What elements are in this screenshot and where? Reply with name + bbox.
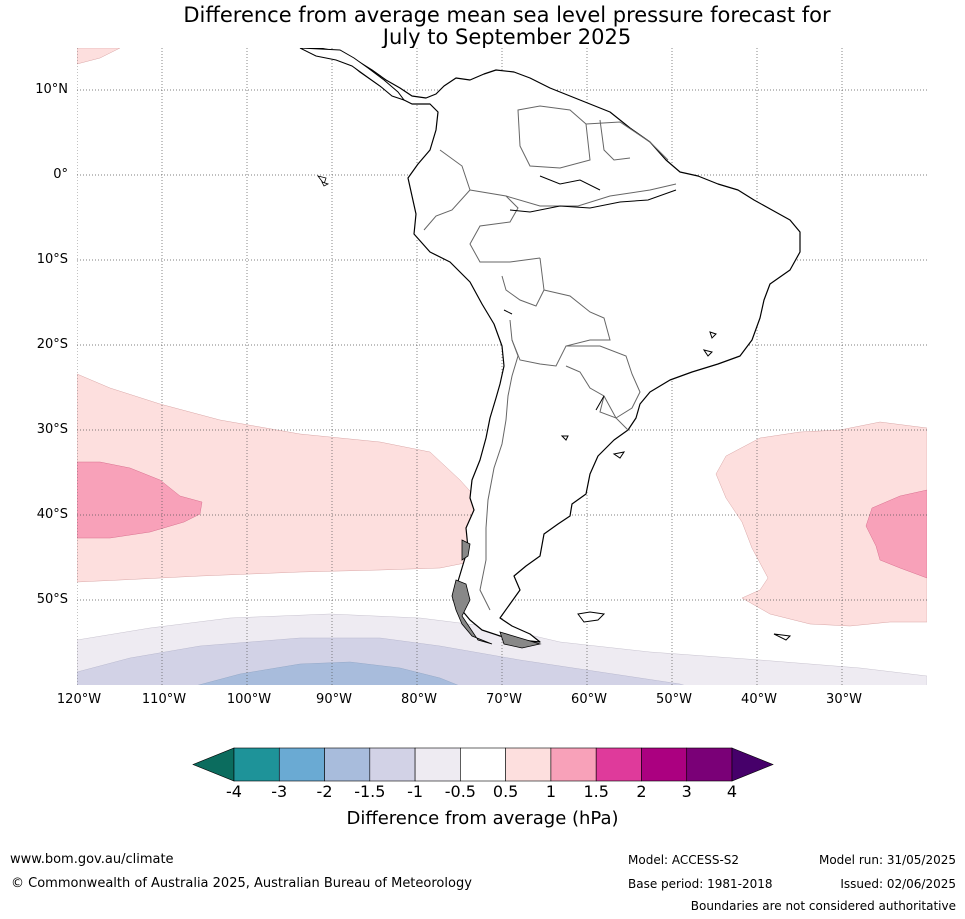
chile-islands [451,539,542,649]
colorbar-bin [278,747,325,782]
lat-label-20s: 20°S [36,337,68,352]
central-america-coastline [299,48,406,101]
south-america-coastline [309,48,801,643]
inland-water [503,175,677,411]
colorbar-tick-label: -3 [271,782,288,801]
lon-label-110w: 110°W [141,692,187,707]
islands [560,331,792,641]
colorbar-bin [369,747,416,782]
lat-label-10n: 10°N [35,82,68,97]
colorbar [192,747,774,782]
map-plot [77,48,927,685]
lon-label-60w: 60°W [571,692,607,707]
colorbar-bin [324,747,371,782]
lon-label-40w: 40°W [741,692,777,707]
colorbar-bin [414,747,461,782]
lat-label-10s: 10°S [36,252,68,267]
colorbar-over-arrow [731,747,774,782]
lon-label-100w: 100°W [226,692,272,707]
colorbar-bin [686,747,733,782]
colorbar-bin [550,747,597,782]
colorbar-tick-label: 1 [545,782,556,801]
lon-label-120w: 120°W [56,692,102,707]
footer-disclaimer: Boundaries are not considered authoritat… [690,899,956,913]
footer-model: Model: ACCESS-S2 [628,853,740,867]
colorbar-bin [233,747,280,782]
anomaly-pos-0.5-nw-corner [77,48,121,65]
colorbar-under-arrow [192,747,235,782]
lat-label-30s: 30°S [36,422,68,437]
colorbar-tick-label: -1 [407,782,424,801]
country-borders [423,105,677,611]
footer-base-period: Base period: 1981-2018 [628,877,773,891]
footer-copyright: © Commonwealth of Australia 2025, Austra… [11,876,472,891]
colorbar-bin [505,747,552,782]
lat-label-50s: 50°S [36,592,68,607]
title-line-1: Difference from average mean sea level p… [183,3,831,27]
title-line-2: July to September 2025 [382,25,632,49]
footer-url[interactable]: www.bom.gov.au/climate [10,852,174,867]
footer-model-run: Model run: 31/05/2025 [818,853,956,867]
lat-label-40s: 40°S [36,507,68,522]
anomaly-neg-1.0-band [77,637,685,685]
anomaly-pos-1.0-pacific [77,461,203,539]
colorbar-tick-label: -0.5 [444,782,476,801]
colorbar-tick-label: 1.5 [583,782,609,801]
colorbar-label: Difference from average (hPa) [346,808,619,829]
footer-issued: Issued: 02/06/2025 [840,877,956,891]
colorbar-bin [460,747,506,782]
colorbar-tick-label: -1.5 [354,782,386,801]
anomaly-pos-1.0-atlantic [865,489,927,579]
colorbar-tick-label: 4 [726,782,738,801]
colorbar-tick-label: -4 [226,782,242,801]
colorbar-tick-label: 0.5 [492,782,519,801]
lat-label-0: 0° [53,167,68,182]
colorbar-tick-label: 2 [636,782,647,801]
colorbar-bin [641,747,688,782]
lon-label-70w: 70°W [486,692,522,707]
anomaly-neg-1.5-band [197,661,459,685]
lon-label-30w: 30°W [826,692,862,707]
anomaly-pos-0.5-atlantic [715,421,927,627]
colorbar-bin [595,747,642,782]
galapagos-islands [317,175,330,187]
colorbar-tick-label: -2 [316,782,333,801]
lon-label-90w: 90°W [316,692,352,707]
chart-title: Difference from average mean sea level p… [0,4,965,48]
colorbar-tick-label: 3 [681,782,692,801]
lon-label-50w: 50°W [656,692,692,707]
lon-label-80w: 80°W [401,692,437,707]
